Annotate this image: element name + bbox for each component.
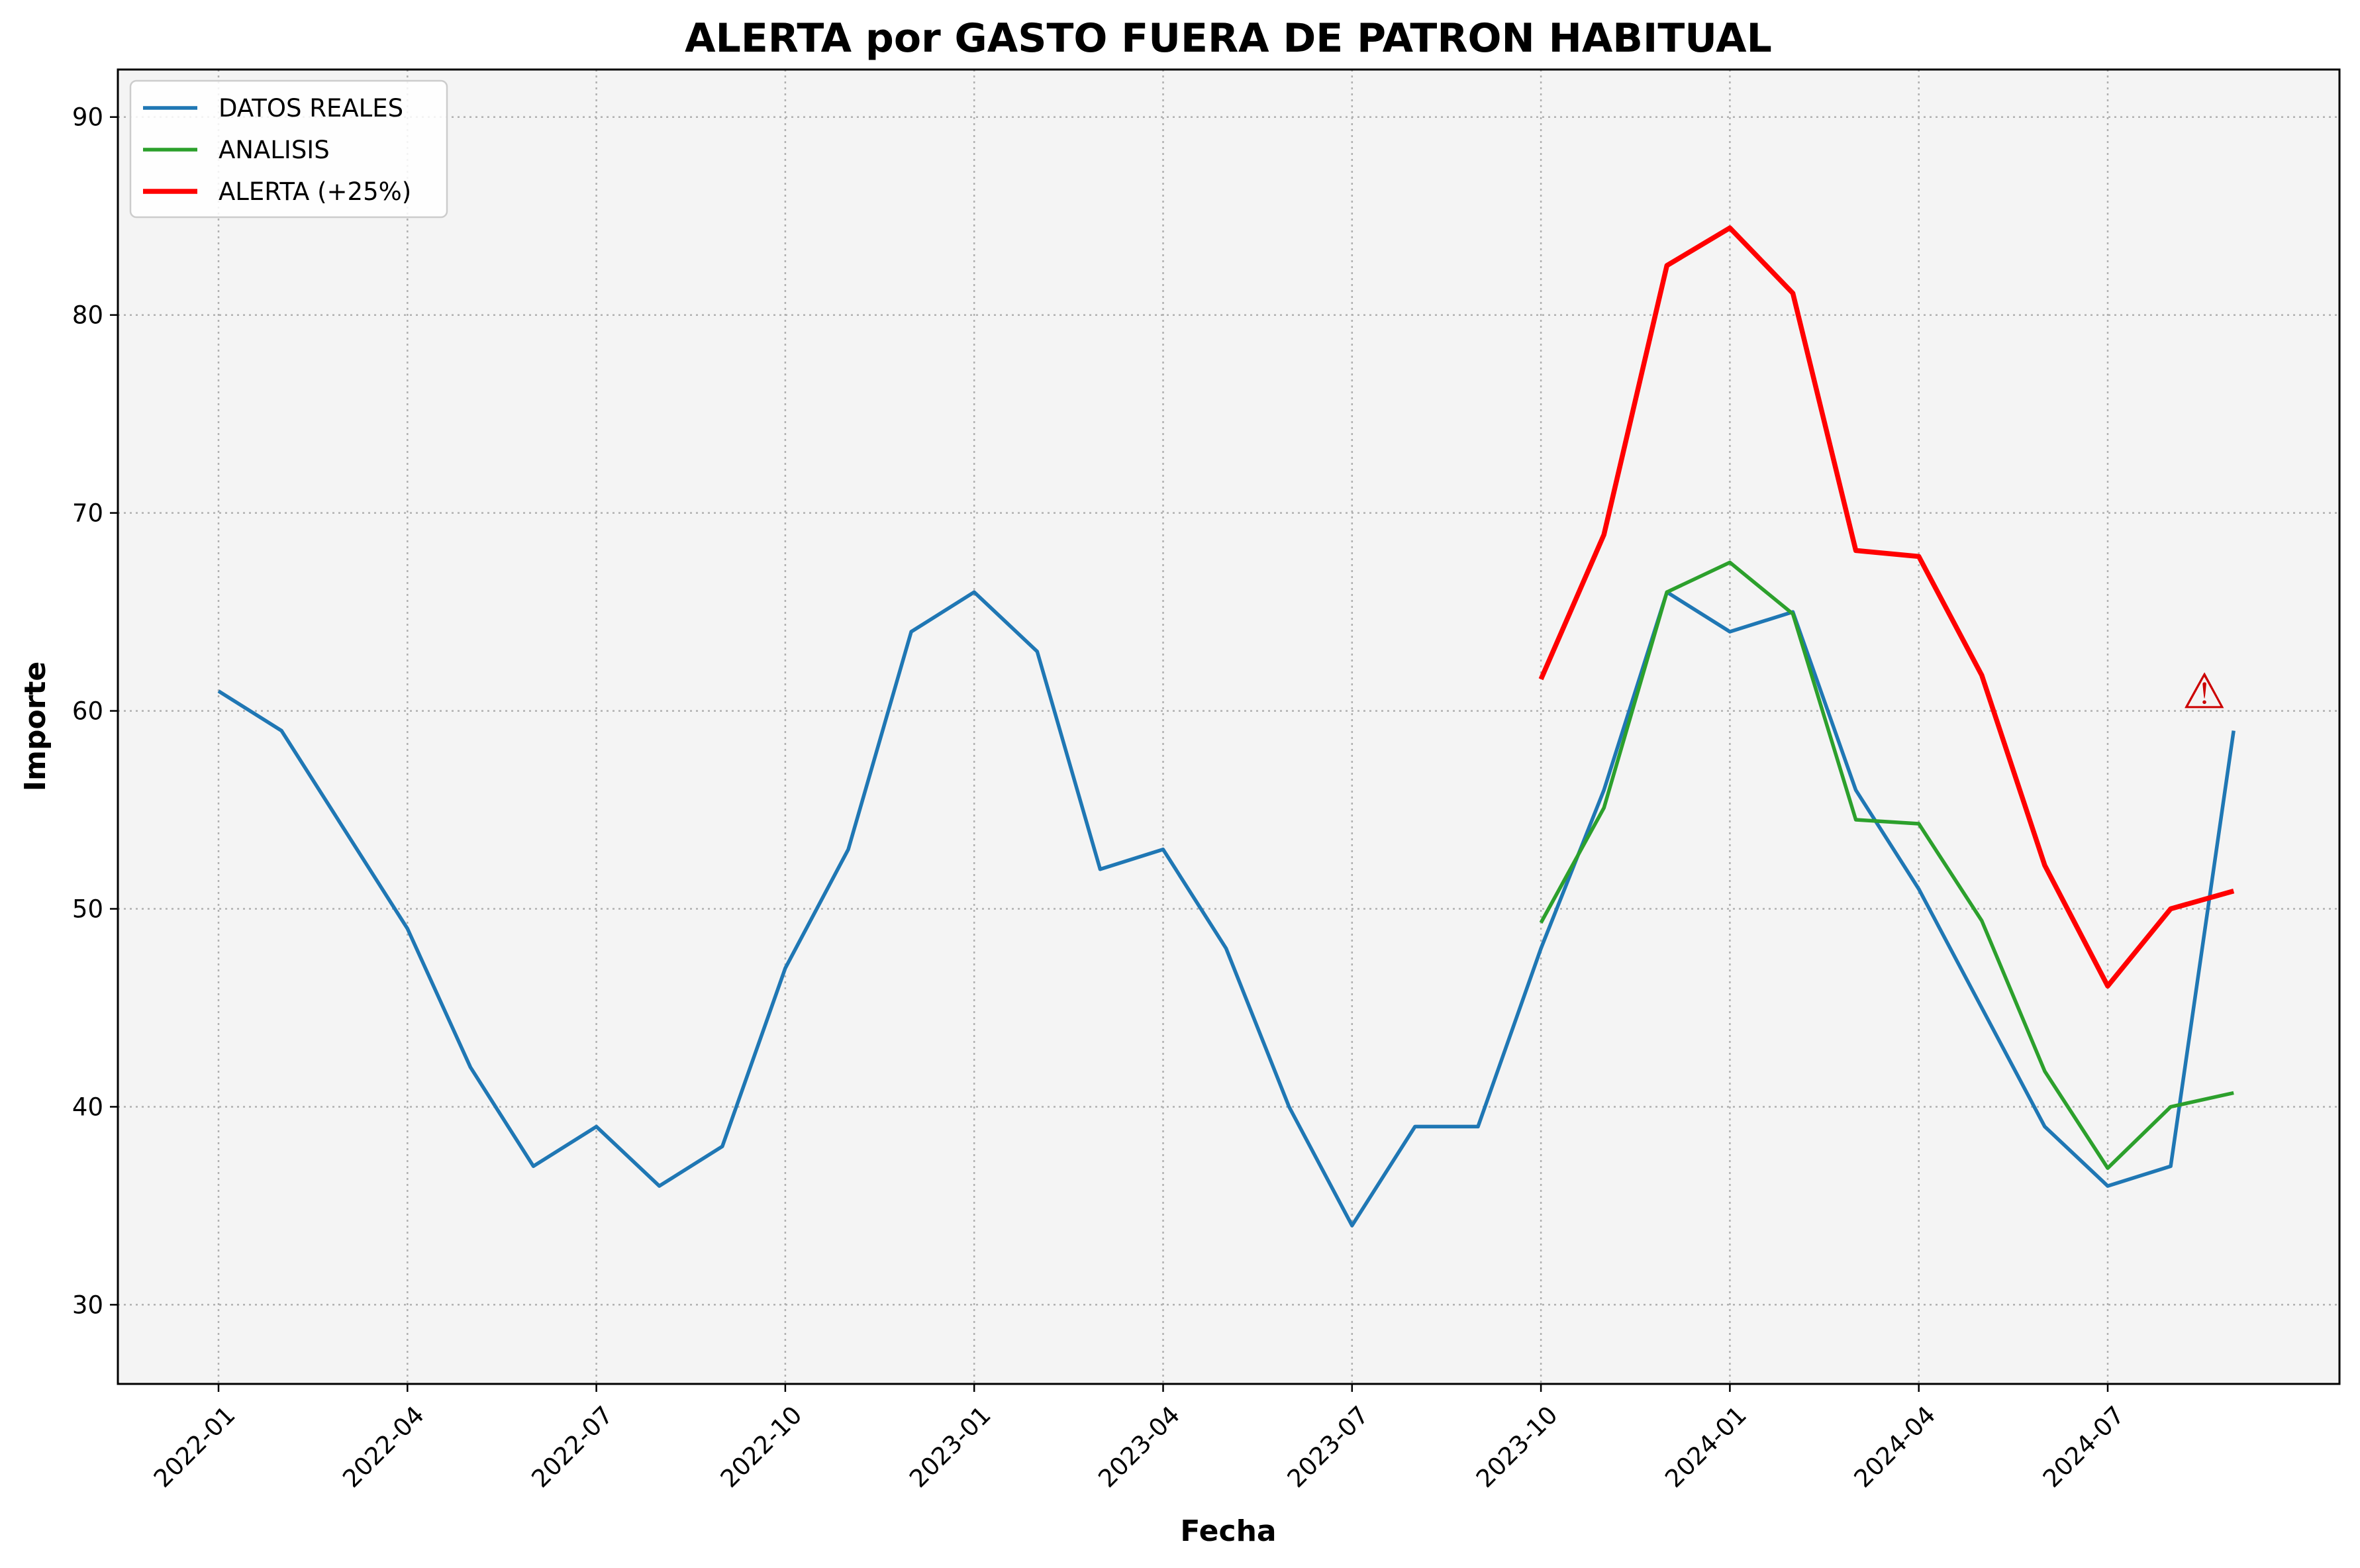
annotation-layer: ⚠: [2183, 663, 2226, 720]
y-axis: 30 40 50 60 70 80 90: [72, 103, 118, 1319]
y-axis-label: Importe: [19, 662, 52, 792]
series-analisis: [1539, 560, 2234, 1170]
chart-title: ALERTA por GASTO FUERA DE PATRON HABITUA…: [685, 15, 1772, 62]
y-tick-label: 80: [72, 301, 103, 330]
legend-box: [129, 79, 448, 219]
y-tick-label: 40: [72, 1093, 103, 1121]
legend-label: DATOS REALES: [219, 94, 403, 122]
plot-area: [118, 70, 2339, 1384]
legend-label: ANALISIS: [219, 136, 330, 164]
legend-label: ALERTA (+25%): [219, 177, 411, 206]
warning-icon: ⚠: [2183, 663, 2226, 720]
y-tick-label: 30: [72, 1291, 103, 1319]
y-tick-label: 50: [72, 895, 103, 924]
series-datos-reales: [217, 590, 2236, 1228]
series-alerta-25: [1538, 225, 2235, 989]
y-tick-label: 90: [72, 103, 103, 132]
legend: DATOS REALES ANALISIS ALERTA (+25%): [129, 79, 448, 219]
plot-frame: [117, 68, 2341, 1385]
grid: [118, 70, 2339, 1384]
series-layer: [217, 225, 2236, 1228]
y-tick-label: 70: [72, 499, 103, 528]
series-line: [1539, 560, 2234, 1170]
series-line: [217, 590, 2236, 1228]
y-tick-label: 60: [72, 697, 103, 726]
x-axis-label: Fecha: [1180, 1514, 1276, 1548]
series-line: [1538, 225, 2235, 989]
